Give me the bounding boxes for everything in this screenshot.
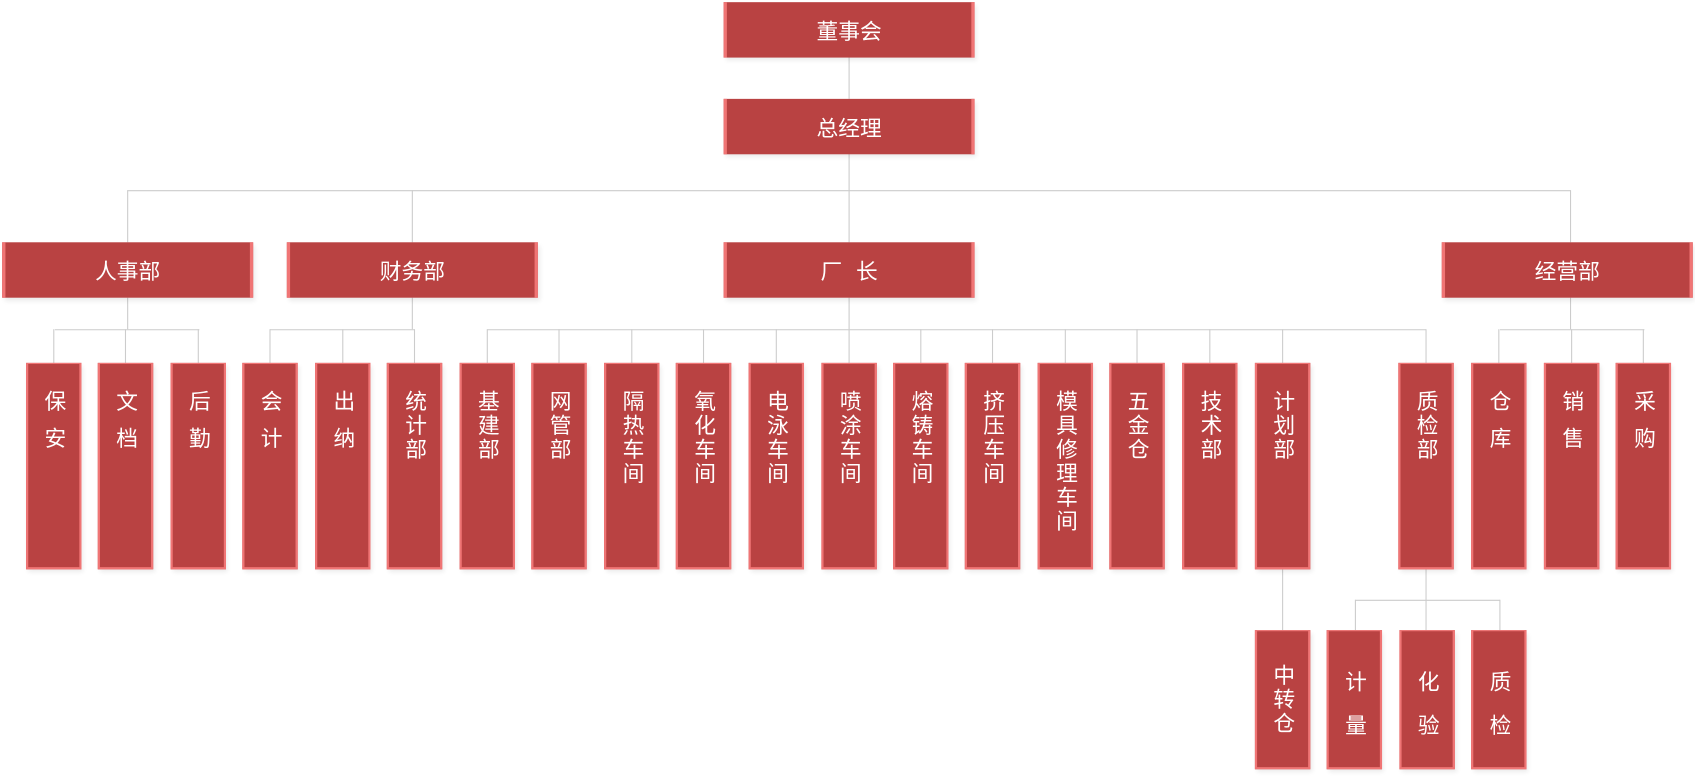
unit-node: 熔铸车间 [893, 362, 949, 570]
sub-unit-node: 计量 [1326, 630, 1383, 770]
unit-label: 基建部 [474, 390, 501, 462]
unit-label: 中转仓 [1269, 663, 1296, 736]
unit-node: 质检部 [1398, 362, 1454, 570]
unit-label: 出纳 [329, 390, 356, 464]
hr-label: 人事部 [95, 258, 161, 285]
unit-label: 模具修理车间 [1052, 390, 1079, 534]
unit-node: 隔热车间 [604, 362, 660, 570]
unit-node: 统计部 [386, 362, 443, 570]
hr-department-node: 人事部 [2, 242, 254, 298]
unit-label: 销售 [1558, 390, 1585, 464]
unit-label: 计划部 [1269, 390, 1296, 462]
factory-director-node: 厂 长 [723, 242, 975, 298]
operations-label: 经营部 [1534, 258, 1600, 285]
unit-label: 后勤 [185, 390, 212, 464]
unit-node: 采购 [1615, 362, 1672, 570]
unit-label: 电泳车间 [763, 390, 790, 486]
unit-node: 五金仓 [1109, 362, 1165, 570]
unit-label: 隔热车间 [618, 390, 645, 486]
unit-label: 挤压车间 [979, 390, 1006, 486]
sub-unit-node: 质检 [1471, 630, 1527, 770]
unit-node: 计划部 [1254, 362, 1311, 570]
finance-label: 财务部 [379, 258, 445, 285]
unit-node: 氧化车间 [675, 362, 732, 570]
unit-label: 质检 [1485, 670, 1512, 758]
unit-node: 出纳 [315, 362, 371, 570]
board-node: 董事会 [723, 2, 975, 58]
finance-department-node: 财务部 [286, 242, 538, 298]
general-manager-node: 总经理 [723, 98, 975, 155]
unit-label: 氧化车间 [690, 390, 717, 486]
unit-label: 会计 [256, 390, 284, 464]
operations-department-node: 经营部 [1441, 242, 1693, 298]
unit-node: 后勤 [170, 362, 226, 570]
unit-label: 化验 [1414, 670, 1441, 758]
unit-label: 计量 [1341, 670, 1368, 758]
unit-node: 会计 [242, 362, 298, 570]
general-manager-label: 总经理 [816, 115, 882, 142]
unit-label: 熔铸车间 [907, 390, 934, 486]
unit-label: 采购 [1630, 390, 1657, 464]
sub-unit-node: 化验 [1399, 630, 1455, 770]
unit-node: 网管部 [531, 362, 587, 570]
unit-node: 仓库 [1471, 362, 1527, 570]
unit-label: 仓库 [1485, 390, 1512, 464]
unit-node: 销售 [1543, 362, 1600, 570]
unit-label: 网管部 [545, 390, 573, 462]
unit-node: 电泳车间 [748, 362, 805, 570]
factory-director-label: 厂 长 [820, 258, 878, 285]
unit-label: 保安 [40, 390, 67, 464]
board-label: 董事会 [816, 18, 882, 45]
unit-label: 文档 [112, 390, 139, 464]
unit-node: 文档 [97, 362, 154, 570]
unit-label: 技术部 [1196, 390, 1223, 462]
unit-label: 质检部 [1412, 390, 1440, 462]
unit-node: 技术部 [1182, 362, 1238, 570]
unit-label: 五金仓 [1123, 390, 1151, 462]
unit-label: 统计部 [401, 390, 428, 462]
unit-node: 保安 [26, 362, 82, 570]
unit-label: 喷涂车间 [836, 390, 863, 486]
sub-unit-node: 中转仓 [1254, 630, 1311, 770]
unit-node: 挤压车间 [964, 362, 1021, 570]
unit-node: 喷涂车间 [821, 362, 877, 570]
unit-node: 模具修理车间 [1037, 362, 1094, 570]
unit-node: 基建部 [459, 362, 516, 570]
